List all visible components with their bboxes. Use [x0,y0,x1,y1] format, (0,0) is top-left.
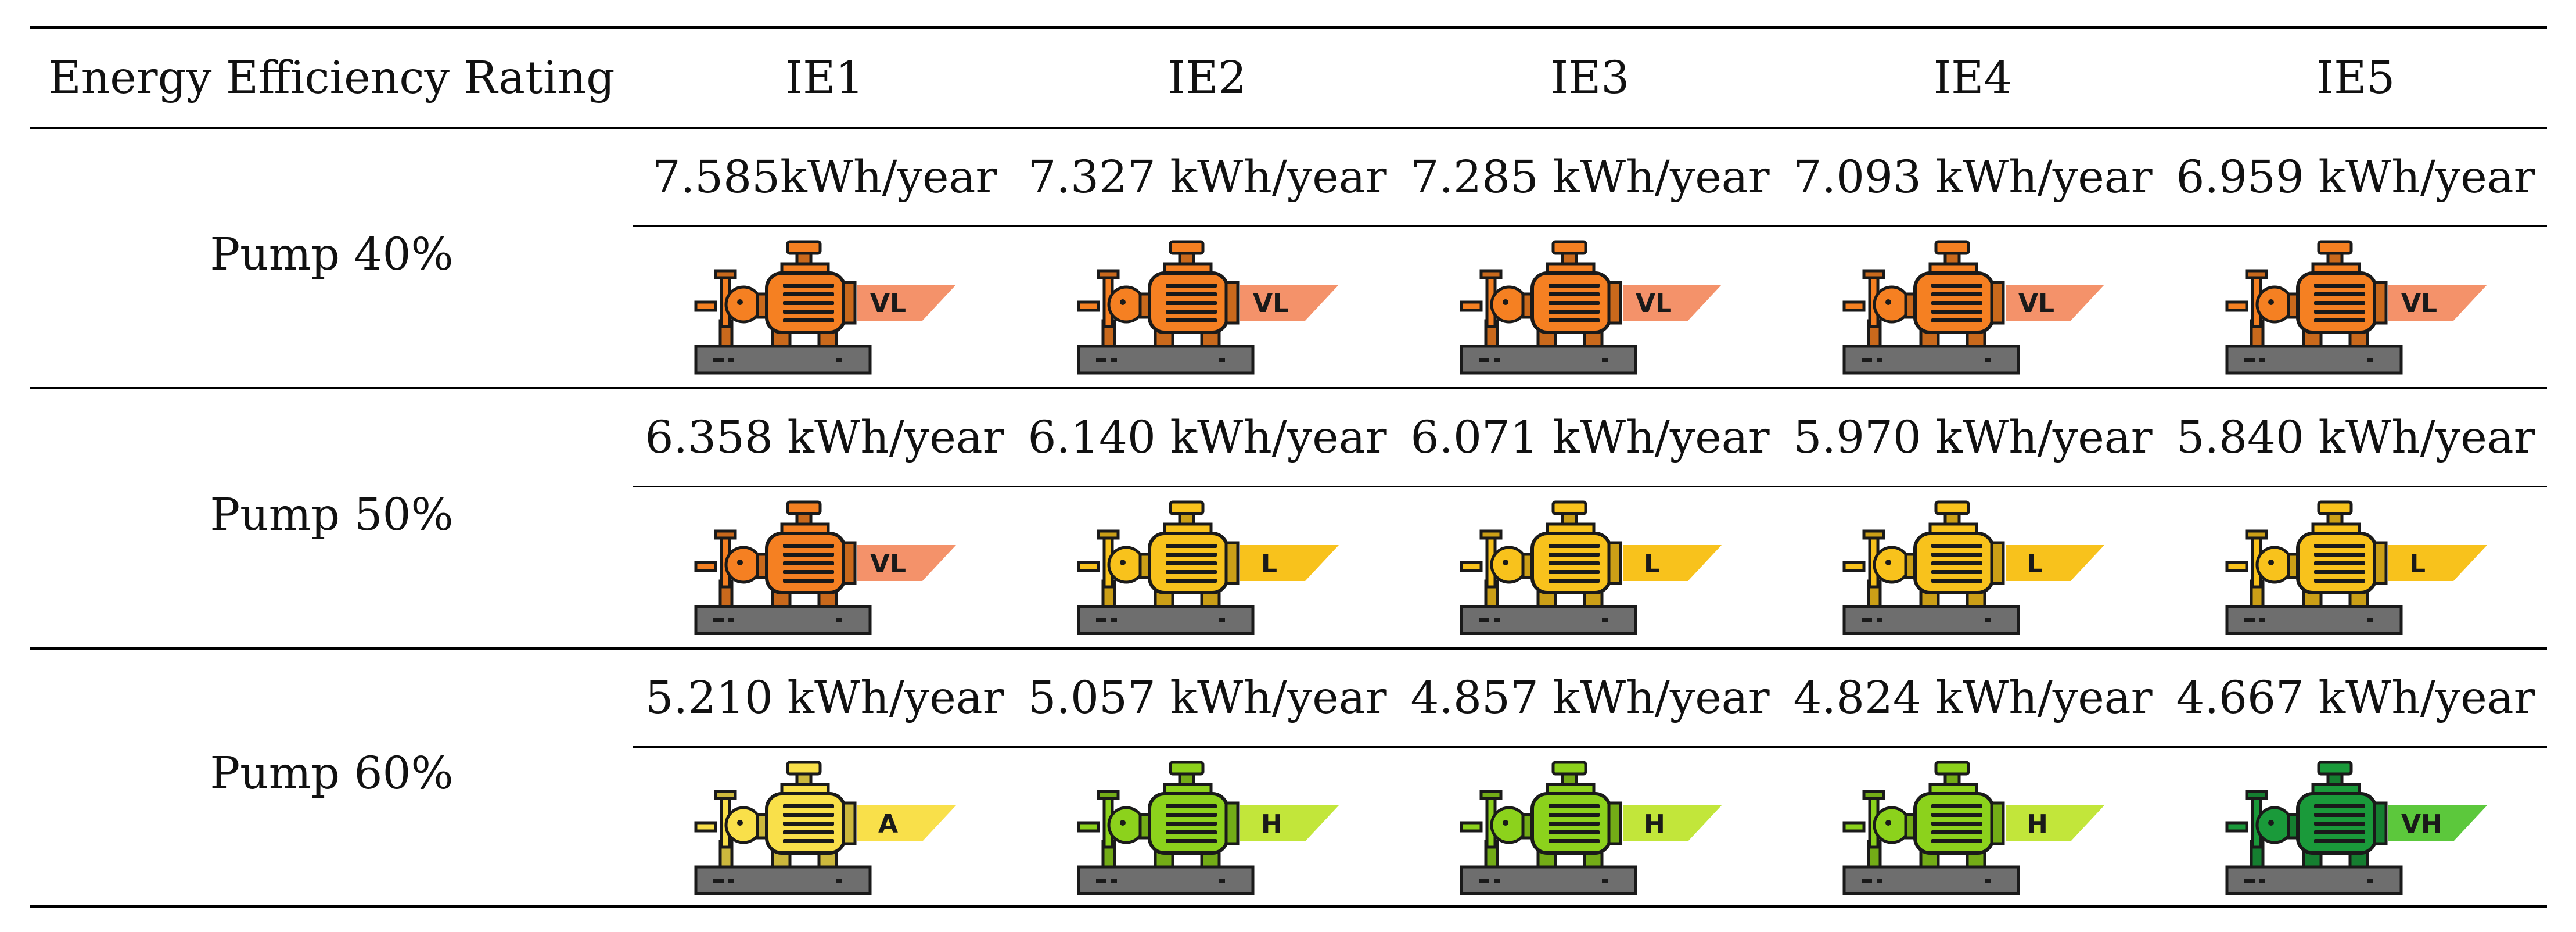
rating-badge-text: L [2409,549,2426,579]
rating-badge-text: VL [870,549,906,579]
rating-badge-text: VL [870,289,906,318]
energy-value-cell: 4.824 kWh/year [1793,672,2153,724]
energy-value-cell: 5.840 kWh/year [2176,411,2535,464]
column-header-ie3: IE3 [1550,52,1630,104]
pump-motor-icon: VL [1781,228,2164,385]
row-label-pump-40: Pump 40% [210,228,454,281]
rating-badge-text: H [2027,809,2048,839]
pump-svg: VL [1460,240,1722,375]
rating-badge-text: VH [2401,809,2442,839]
pump-motor-icon: L [2164,488,2547,645]
row-label-pump-50: Pump 50% [210,489,454,541]
row-inner-rule [633,225,2547,227]
energy-value-cell: 6.959 kWh/year [2176,151,2535,203]
column-header-ie5: IE5 [2316,52,2395,104]
energy-value-cell: 6.358 kWh/year [645,411,1004,464]
energy-value-cell: 5.970 kWh/year [1793,411,2153,464]
pump-motor-icon: H [1016,748,1399,905]
energy-value-cell: 4.667 kWh/year [2176,672,2535,724]
pump-motor-icon: L [1399,488,1781,645]
pump-motor-icon: VL [633,228,1016,385]
column-header-ie1: IE1 [785,52,864,104]
rating-badge-text: L [1261,549,1277,579]
energy-value-cell: 7.585kWh/year [652,151,997,203]
header-bottom-rule [30,127,2547,129]
pump-svg: L [1460,500,1722,635]
row-label-pump-60: Pump 60% [210,748,454,800]
pump-svg: VL [694,240,956,375]
rating-badge-text: H [1261,809,1282,839]
rating-badge-text: VL [1253,289,1289,318]
pump-svg: L [2225,500,2487,635]
pump-svg: VL [2225,240,2487,375]
rating-badge-text: VL [1636,289,1672,318]
row-inner-rule [633,486,2547,487]
energy-value-cell: 7.093 kWh/year [1793,151,2153,203]
energy-value-cell: 5.210 kWh/year [645,672,1004,724]
column-header-ie4: IE4 [1933,52,2013,104]
pump-motor-icon: H [1399,748,1781,905]
pump-motor-icon: VL [1016,228,1399,385]
rating-header-label: Energy Efficiency Rating [48,52,615,104]
pump-motor-icon: A [633,748,1016,905]
rating-badge-text: VL [2401,289,2437,318]
energy-value-cell: 4.857 kWh/year [1410,672,1770,724]
energy-value-cell: 7.285 kWh/year [1410,151,1770,203]
pump-svg: H [1460,761,1722,895]
row-inner-rule [633,746,2547,748]
pump-svg: H [1842,761,2104,895]
energy-value-cell: 6.140 kWh/year [1027,411,1387,464]
energy-value-cell: 7.327 kWh/year [1027,151,1387,203]
row-divider-rule [30,647,2547,650]
pump-motor-icon: L [1016,488,1399,645]
pump-svg: L [1077,500,1339,635]
table-bottom-rule [30,905,2547,908]
pump-svg: VL [694,500,956,635]
pump-svg: H [1077,761,1339,895]
pump-motor-icon: H [1781,748,2164,905]
pump-motor-icon: VL [2164,228,2547,385]
rating-badge-text: A [878,809,898,839]
pump-motor-icon: VH [2164,748,2547,905]
pump-svg: VL [1842,240,2104,375]
rating-badge-text: VL [2018,289,2054,318]
rating-badge-text: L [1644,549,1660,579]
pump-svg: L [1842,500,2104,635]
column-header-ie2: IE2 [1167,52,1247,104]
pump-motor-icon: VL [1399,228,1781,385]
rating-badge-text: L [2027,549,2043,579]
row-divider-rule [30,387,2547,389]
rating-badge-text: H [1644,809,1665,839]
energy-value-cell: 5.057 kWh/year [1027,672,1387,724]
pump-motor-icon: VL [633,488,1016,645]
pump-svg: VH [2225,761,2487,895]
pump-svg: VL [1077,240,1339,375]
energy-value-cell: 6.071 kWh/year [1410,411,1770,464]
pump-motor-icon: L [1781,488,2164,645]
table-top-rule [30,26,2547,29]
pump-svg: A [694,761,956,895]
